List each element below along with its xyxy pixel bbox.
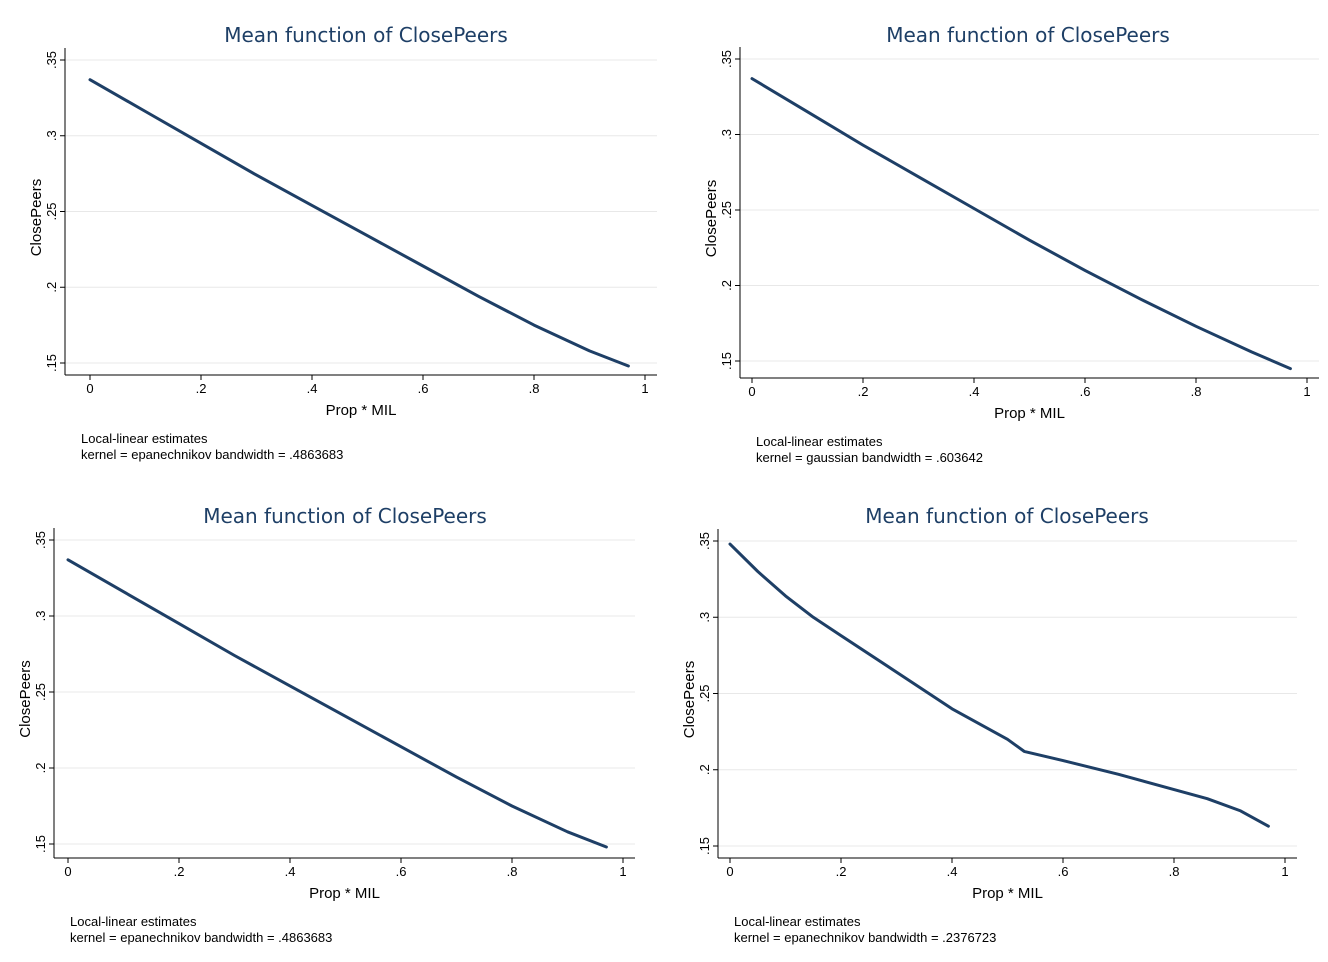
- x-tick-label: .4: [947, 864, 958, 879]
- y-tick-label: .35: [719, 50, 734, 68]
- chart-svg: Mean function of ClosePeers .15 .2 .25 .3 .35…: [28, 23, 657, 462]
- x-axis-label: Prop * MIL: [972, 885, 1043, 902]
- y-axis-label: ClosePeers: [28, 179, 45, 257]
- x-tick-label: .4: [285, 864, 296, 879]
- y-tick-label: .15: [33, 835, 48, 853]
- x-axis-label: Prop * MIL: [309, 885, 380, 902]
- chart-panel-4: Mean function of ClosePeers .15 .2 .25 .3 .35…: [664, 481, 1328, 962]
- note-line-1: Local-linear estimates: [70, 914, 197, 929]
- y-tick-label: .3: [697, 612, 712, 623]
- x-tick-label: .4: [307, 381, 318, 396]
- x-tick-label: .6: [418, 381, 429, 396]
- y-tick-label: .2: [33, 763, 48, 774]
- chart-svg: Mean function of ClosePeers .15 .2 .25 .3 .35…: [681, 504, 1297, 945]
- y-tick-label: .25: [33, 683, 48, 701]
- y-tick-label: .15: [44, 354, 59, 372]
- y-tick-label: .15: [697, 837, 712, 855]
- series-line: [728, 542, 1270, 828]
- x-tick-label: 0: [86, 381, 93, 396]
- y-tick-label: .25: [697, 684, 712, 702]
- x-tick-label: .2: [836, 864, 847, 879]
- chart-title: Mean function of ClosePeers: [203, 504, 487, 528]
- x-axis-label: Prop * MIL: [994, 405, 1065, 422]
- x-tick-label: 1: [619, 864, 626, 879]
- y-axis-label: ClosePeers: [703, 180, 720, 258]
- y-tick-label: .35: [33, 531, 48, 549]
- chart-svg: Mean function of ClosePeers .15 .2 .25 .3 .35…: [703, 23, 1319, 465]
- chart-title: Mean function of ClosePeers: [865, 504, 1149, 528]
- note-line-1: Local-linear estimates: [756, 434, 883, 449]
- x-tick-label: 1: [641, 381, 648, 396]
- x-tick-label: 0: [726, 864, 733, 879]
- y-tick-label: .3: [33, 611, 48, 622]
- y-tick-label: .35: [44, 51, 59, 69]
- chart-panel-2: Mean function of ClosePeers .15 .2 .25 .3 .35…: [664, 0, 1328, 481]
- chart-title: Mean function of ClosePeers: [886, 23, 1170, 47]
- y-tick-label: .35: [697, 532, 712, 550]
- note-line-2: kernel = epanechnikov bandwidth = .23767…: [734, 930, 996, 945]
- y-tick-label: .2: [44, 282, 59, 293]
- chart-title: Mean function of ClosePeers: [224, 23, 508, 47]
- x-tick-label: 1: [1281, 864, 1288, 879]
- x-tick-label: .8: [1191, 384, 1202, 399]
- series-line: [88, 78, 630, 368]
- x-axis-label: Prop * MIL: [326, 402, 397, 419]
- x-tick-label: .6: [396, 864, 407, 879]
- y-tick-label: .2: [697, 764, 712, 775]
- x-tick-label: .8: [507, 864, 518, 879]
- y-tick-label: .25: [719, 201, 734, 219]
- note-line-2: kernel = epanechnikov bandwidth = .48636…: [81, 447, 343, 462]
- x-tick-label: .6: [1058, 864, 1069, 879]
- x-tick-label: .2: [196, 381, 207, 396]
- series-line: [750, 77, 1292, 371]
- x-tick-label: 0: [64, 864, 71, 879]
- x-tick-label: .6: [1080, 384, 1091, 399]
- x-tick-label: .4: [969, 384, 980, 399]
- y-tick-label: .3: [44, 130, 59, 141]
- chart-panel-3: Mean function of ClosePeers .15 .2 .25 .3 .35…: [0, 481, 664, 962]
- y-axis-label: ClosePeers: [681, 661, 698, 739]
- note-line-1: Local-linear estimates: [81, 431, 208, 446]
- x-tick-label: 0: [748, 384, 755, 399]
- series-line: [66, 558, 608, 849]
- x-tick-label: .2: [174, 864, 185, 879]
- x-tick-label: .8: [1169, 864, 1180, 879]
- note-line-2: kernel = gaussian bandwidth = .603642: [756, 450, 983, 465]
- y-axis-label: ClosePeers: [17, 660, 34, 738]
- y-tick-label: .15: [719, 352, 734, 370]
- x-tick-label: .8: [529, 381, 540, 396]
- note-line-1: Local-linear estimates: [734, 914, 861, 929]
- y-tick-label: .25: [44, 202, 59, 220]
- chart-svg: Mean function of ClosePeers .15 .2 .25 .3 .35…: [17, 504, 635, 945]
- x-tick-label: 1: [1303, 384, 1310, 399]
- y-tick-label: .3: [719, 129, 734, 140]
- chart-panel-1: Mean function of ClosePeers .15 .2 .25 .3 .35…: [0, 0, 664, 481]
- y-tick-label: .2: [719, 280, 734, 291]
- x-tick-label: .2: [858, 384, 869, 399]
- note-line-2: kernel = epanechnikov bandwidth = .48636…: [70, 930, 332, 945]
